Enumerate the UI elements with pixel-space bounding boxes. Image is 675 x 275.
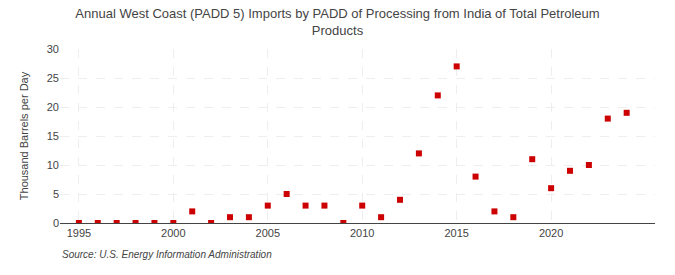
svg-text:30: 30 [47,43,59,55]
svg-text:2020: 2020 [539,227,563,239]
svg-text:15: 15 [47,130,59,142]
svg-text:2005: 2005 [256,227,280,239]
svg-text:2010: 2010 [350,227,374,239]
svg-text:Annual West Coast (PADD 5) Imp: Annual West Coast (PADD 5) Imports by PA… [75,6,599,38]
svg-text:2000: 2000 [161,227,185,239]
svg-text:2015: 2015 [444,227,468,239]
svg-text:1995: 1995 [67,227,91,239]
svg-text:5: 5 [53,188,59,200]
svg-text:25: 25 [47,72,59,84]
svg-text:0: 0 [53,217,59,229]
svg-text:Thousand Barrels per Day: Thousand Barrels per Day [18,71,30,200]
svg-text:20: 20 [47,101,59,113]
svg-text:10: 10 [47,159,59,171]
svg-text:Source: U.S. Energy Informatio: Source: U.S. Energy Information Administ… [62,249,272,260]
